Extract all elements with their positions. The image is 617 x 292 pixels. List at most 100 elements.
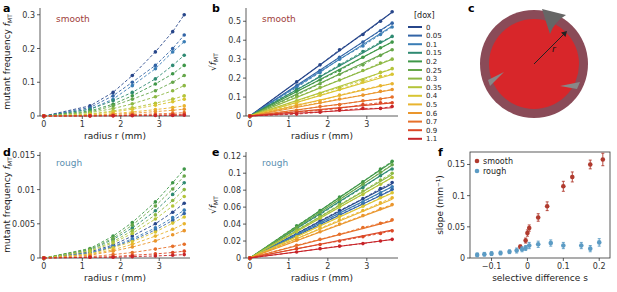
point (42, 114, 46, 118)
fit-line (250, 165, 392, 258)
point (390, 171, 394, 175)
fit-line (250, 36, 392, 116)
legend-swatch (408, 121, 422, 123)
point (182, 107, 186, 111)
legend-swatch (408, 52, 422, 54)
point (154, 254, 158, 258)
point (248, 114, 252, 118)
x-tick (288, 116, 289, 119)
series-line (250, 74, 392, 116)
point (338, 48, 342, 52)
y-tick-label: 0 (460, 254, 465, 263)
y-tick (467, 258, 470, 259)
legend-label: 1.1 (426, 135, 437, 143)
point (111, 114, 115, 118)
y-tick-label: 0.2 (228, 74, 241, 83)
point (131, 232, 135, 236)
error-cap (601, 153, 604, 154)
y-label-sub: MT (212, 196, 219, 205)
y-tick-label: 0.1 (452, 192, 465, 201)
y-axis (40, 8, 41, 116)
error-cap (580, 248, 583, 249)
legend-swatch (408, 26, 422, 28)
point (171, 64, 175, 68)
y-tick (37, 14, 40, 15)
point (390, 88, 394, 92)
point (390, 185, 394, 189)
y-label-text: mutant frequency (2, 169, 12, 253)
data-group (248, 160, 394, 260)
point (318, 86, 322, 90)
point (338, 239, 342, 243)
point (390, 160, 394, 164)
fit-line (250, 199, 392, 258)
series-line (250, 107, 392, 116)
point (111, 255, 115, 259)
point (182, 74, 186, 78)
sector (560, 82, 580, 89)
y-axis-label: √fMT (208, 196, 219, 214)
fit-line (250, 23, 392, 116)
series-line (44, 176, 184, 258)
point (182, 114, 186, 118)
legend-label: 0.25 (426, 67, 442, 75)
point (42, 256, 46, 260)
error-cap (562, 191, 565, 192)
point (338, 97, 342, 101)
point (338, 73, 342, 77)
y-tick (243, 21, 246, 22)
y-axis-label: √fMT (208, 53, 219, 71)
fit-line (250, 103, 392, 116)
legend-swatch (408, 60, 422, 62)
series-line (250, 205, 392, 258)
y-tick-label: 0.01 (17, 186, 35, 195)
fit-line (250, 174, 392, 258)
point (475, 253, 480, 258)
point (379, 221, 383, 225)
x-tick-label: 0 (41, 120, 46, 129)
point (379, 167, 383, 171)
point (182, 174, 186, 178)
point (154, 222, 158, 226)
y-tick (243, 258, 246, 259)
y-tick-label: 0.015 (12, 151, 35, 160)
series-line (44, 210, 184, 258)
point (42, 114, 46, 118)
point (318, 63, 322, 67)
y-tick (243, 40, 246, 41)
error-cap (546, 201, 549, 202)
fit-line (250, 190, 392, 258)
y-tick (467, 164, 470, 165)
point (182, 40, 186, 44)
y-tick-label: 0.3 (22, 11, 35, 20)
series-line (250, 231, 392, 258)
point (338, 211, 342, 215)
point (182, 64, 186, 68)
series-line (44, 35, 184, 116)
point (182, 253, 186, 257)
annotation: smooth (56, 14, 90, 24)
point (42, 114, 46, 118)
point (154, 114, 158, 118)
point (171, 210, 175, 214)
point (295, 230, 299, 234)
y-tick (243, 156, 246, 157)
point (88, 249, 92, 253)
point (338, 88, 342, 92)
point (154, 89, 158, 93)
point (318, 110, 322, 114)
y-tick (243, 116, 246, 117)
point (248, 256, 252, 260)
series-line (44, 190, 184, 258)
point (154, 209, 158, 213)
point (182, 243, 186, 247)
x-tick (527, 258, 528, 261)
point (182, 201, 186, 205)
point (42, 114, 46, 118)
series-line (44, 76, 184, 117)
point (248, 256, 252, 260)
legend-label: 0.2 (426, 58, 437, 66)
annotation: smooth (262, 14, 296, 24)
series-line (250, 193, 392, 258)
point (171, 253, 175, 257)
